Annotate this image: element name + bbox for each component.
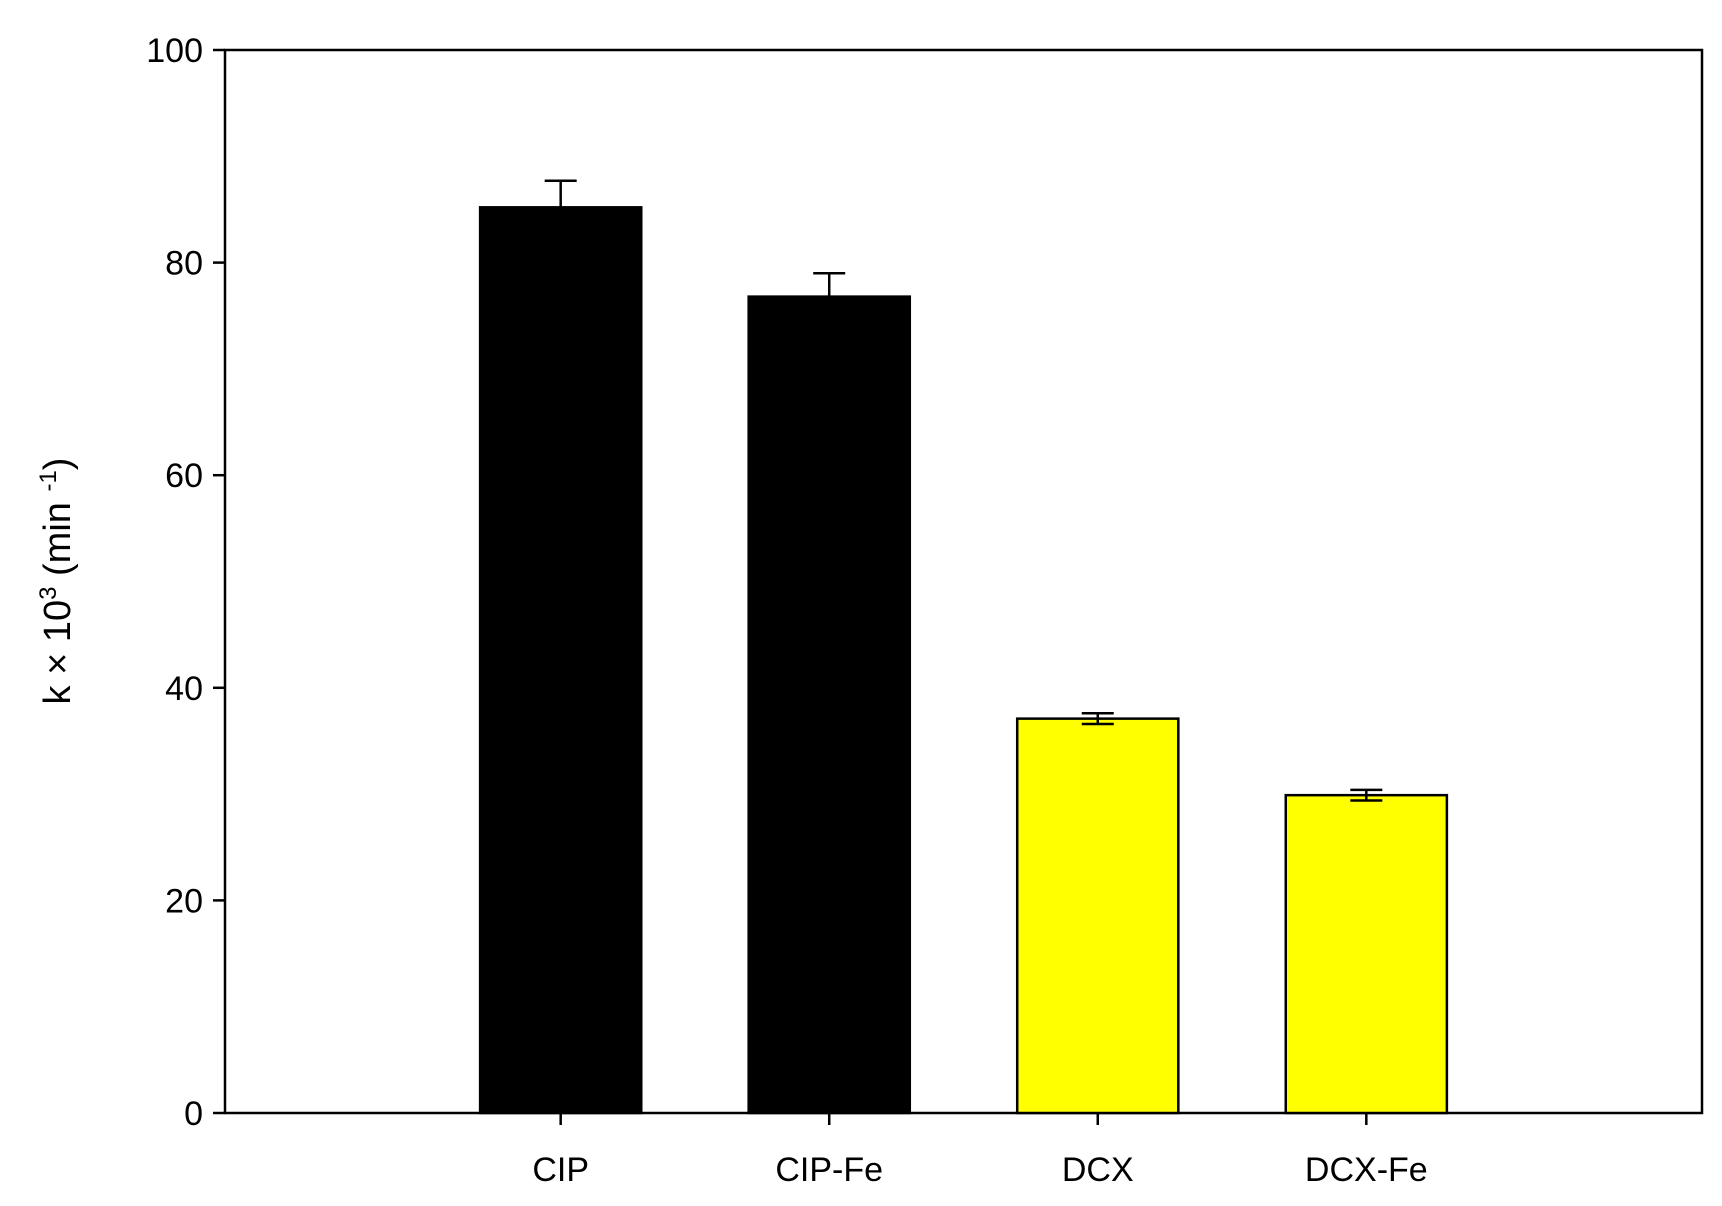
y-axis-title-unit-exp: -1 — [35, 470, 62, 491]
error-bars-group — [544, 179, 1383, 802]
bar-cip-fe — [747, 295, 912, 1115]
bar-cip — [478, 206, 643, 1115]
y-tick-label: 100 — [146, 32, 203, 70]
bars-group — [478, 206, 1449, 1115]
y-axis-title-exp: 3 — [35, 587, 62, 600]
y-axis-title-prefix: k × 10 — [37, 600, 79, 705]
bar-dcx-fe — [1284, 793, 1449, 1115]
y-tick-label: 40 — [165, 670, 203, 708]
plot-frame — [223, 48, 1704, 1115]
x-tick-label: CIP-Fe — [775, 1151, 883, 1189]
y-axis-title-mid: (min — [37, 492, 79, 587]
x-tick-label: DCX — [1062, 1151, 1134, 1189]
y-axis-ticks: 0 20 40 60 80 100 — [146, 32, 225, 1133]
x-tick-label: DCX-Fe — [1305, 1151, 1428, 1189]
x-tick-label: CIP — [532, 1151, 589, 1189]
bar-dcx — [1015, 717, 1180, 1115]
y-axis-title: k × 103 (min -1) — [35, 458, 79, 705]
y-axis-title-suffix: ) — [37, 458, 79, 471]
y-tick-label: 0 — [184, 1095, 203, 1133]
x-axis-ticks: CIP CIP-Fe DCX DCX-Fe — [532, 1113, 1428, 1189]
y-tick-label: 20 — [165, 882, 203, 920]
y-tick-label: 60 — [165, 457, 203, 495]
y-tick-label: 80 — [165, 245, 203, 283]
